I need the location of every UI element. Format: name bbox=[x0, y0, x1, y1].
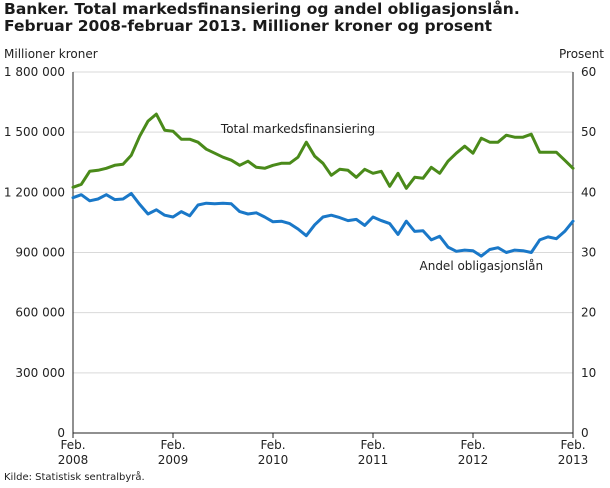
y-right-tick-label: 50 bbox=[581, 125, 596, 139]
y-left-tick-label: 300 000 bbox=[15, 366, 65, 380]
y-right-tick-label: 60 bbox=[581, 65, 596, 79]
x-tick-label-year: 2013 bbox=[558, 453, 589, 467]
y-right-tick-label: 40 bbox=[581, 185, 596, 199]
y-right-tick-label: 10 bbox=[581, 366, 596, 380]
series-label-andel: Andel obligasjonslån bbox=[420, 259, 544, 273]
series-label-total: Total markedsfinansiering bbox=[220, 122, 375, 136]
series-line-andel-obligasjonslan bbox=[71, 192, 575, 258]
axes bbox=[72, 72, 574, 438]
x-tick-label-year: 2009 bbox=[158, 453, 189, 467]
tick-labels: 0 0 300 000 10 600 000 20 900 000 30 1 200 000 40… bbox=[4, 65, 596, 467]
y-left-tick-label: 600 000 bbox=[15, 306, 65, 320]
grid-lines bbox=[73, 71, 573, 374]
chart-title-line-1: Banker. Total markedsfinansiering og and… bbox=[4, 0, 520, 18]
x-tick-label-month: Feb. bbox=[360, 438, 385, 452]
x-tick-label-month: Feb. bbox=[560, 438, 585, 452]
x-tick-label-month: Feb. bbox=[160, 438, 185, 452]
y-left-tick-label: 1 200 000 bbox=[4, 185, 65, 199]
y-right-tick-label: 20 bbox=[581, 306, 596, 320]
x-tick-label-year: 2008 bbox=[58, 453, 89, 467]
y-axis-left-title: Millioner kroner bbox=[4, 47, 98, 61]
source-note: Kilde: Statistisk sentralbyrå. bbox=[4, 472, 145, 483]
chart-title-line-2: Februar 2008-februar 2013. Millioner kro… bbox=[4, 17, 493, 35]
x-tick-label-year: 2010 bbox=[258, 453, 289, 467]
y-left-tick-label: 900 000 bbox=[15, 246, 65, 260]
series-line-total-markedsfinansiering bbox=[71, 112, 575, 190]
x-tick-label-month: Feb. bbox=[60, 438, 85, 452]
x-tick-label-year: 2011 bbox=[358, 453, 389, 467]
y-right-tick-label: 30 bbox=[581, 246, 596, 260]
chart-title: Banker. Total markedsfinansiering og and… bbox=[4, 1, 604, 35]
x-tick-label-month: Feb. bbox=[460, 438, 485, 452]
x-tick-label-month: Feb. bbox=[260, 438, 285, 452]
y-right-tick-label: 0 bbox=[581, 426, 589, 440]
x-tick-label-year: 2012 bbox=[458, 453, 489, 467]
y-left-tick-label: 1 800 000 bbox=[4, 65, 65, 79]
y-left-tick-label: 0 bbox=[57, 426, 65, 440]
series-lines bbox=[71, 112, 575, 258]
y-left-tick-label: 1 500 000 bbox=[4, 125, 65, 139]
y-axis-right-title: Prosent bbox=[559, 47, 604, 61]
